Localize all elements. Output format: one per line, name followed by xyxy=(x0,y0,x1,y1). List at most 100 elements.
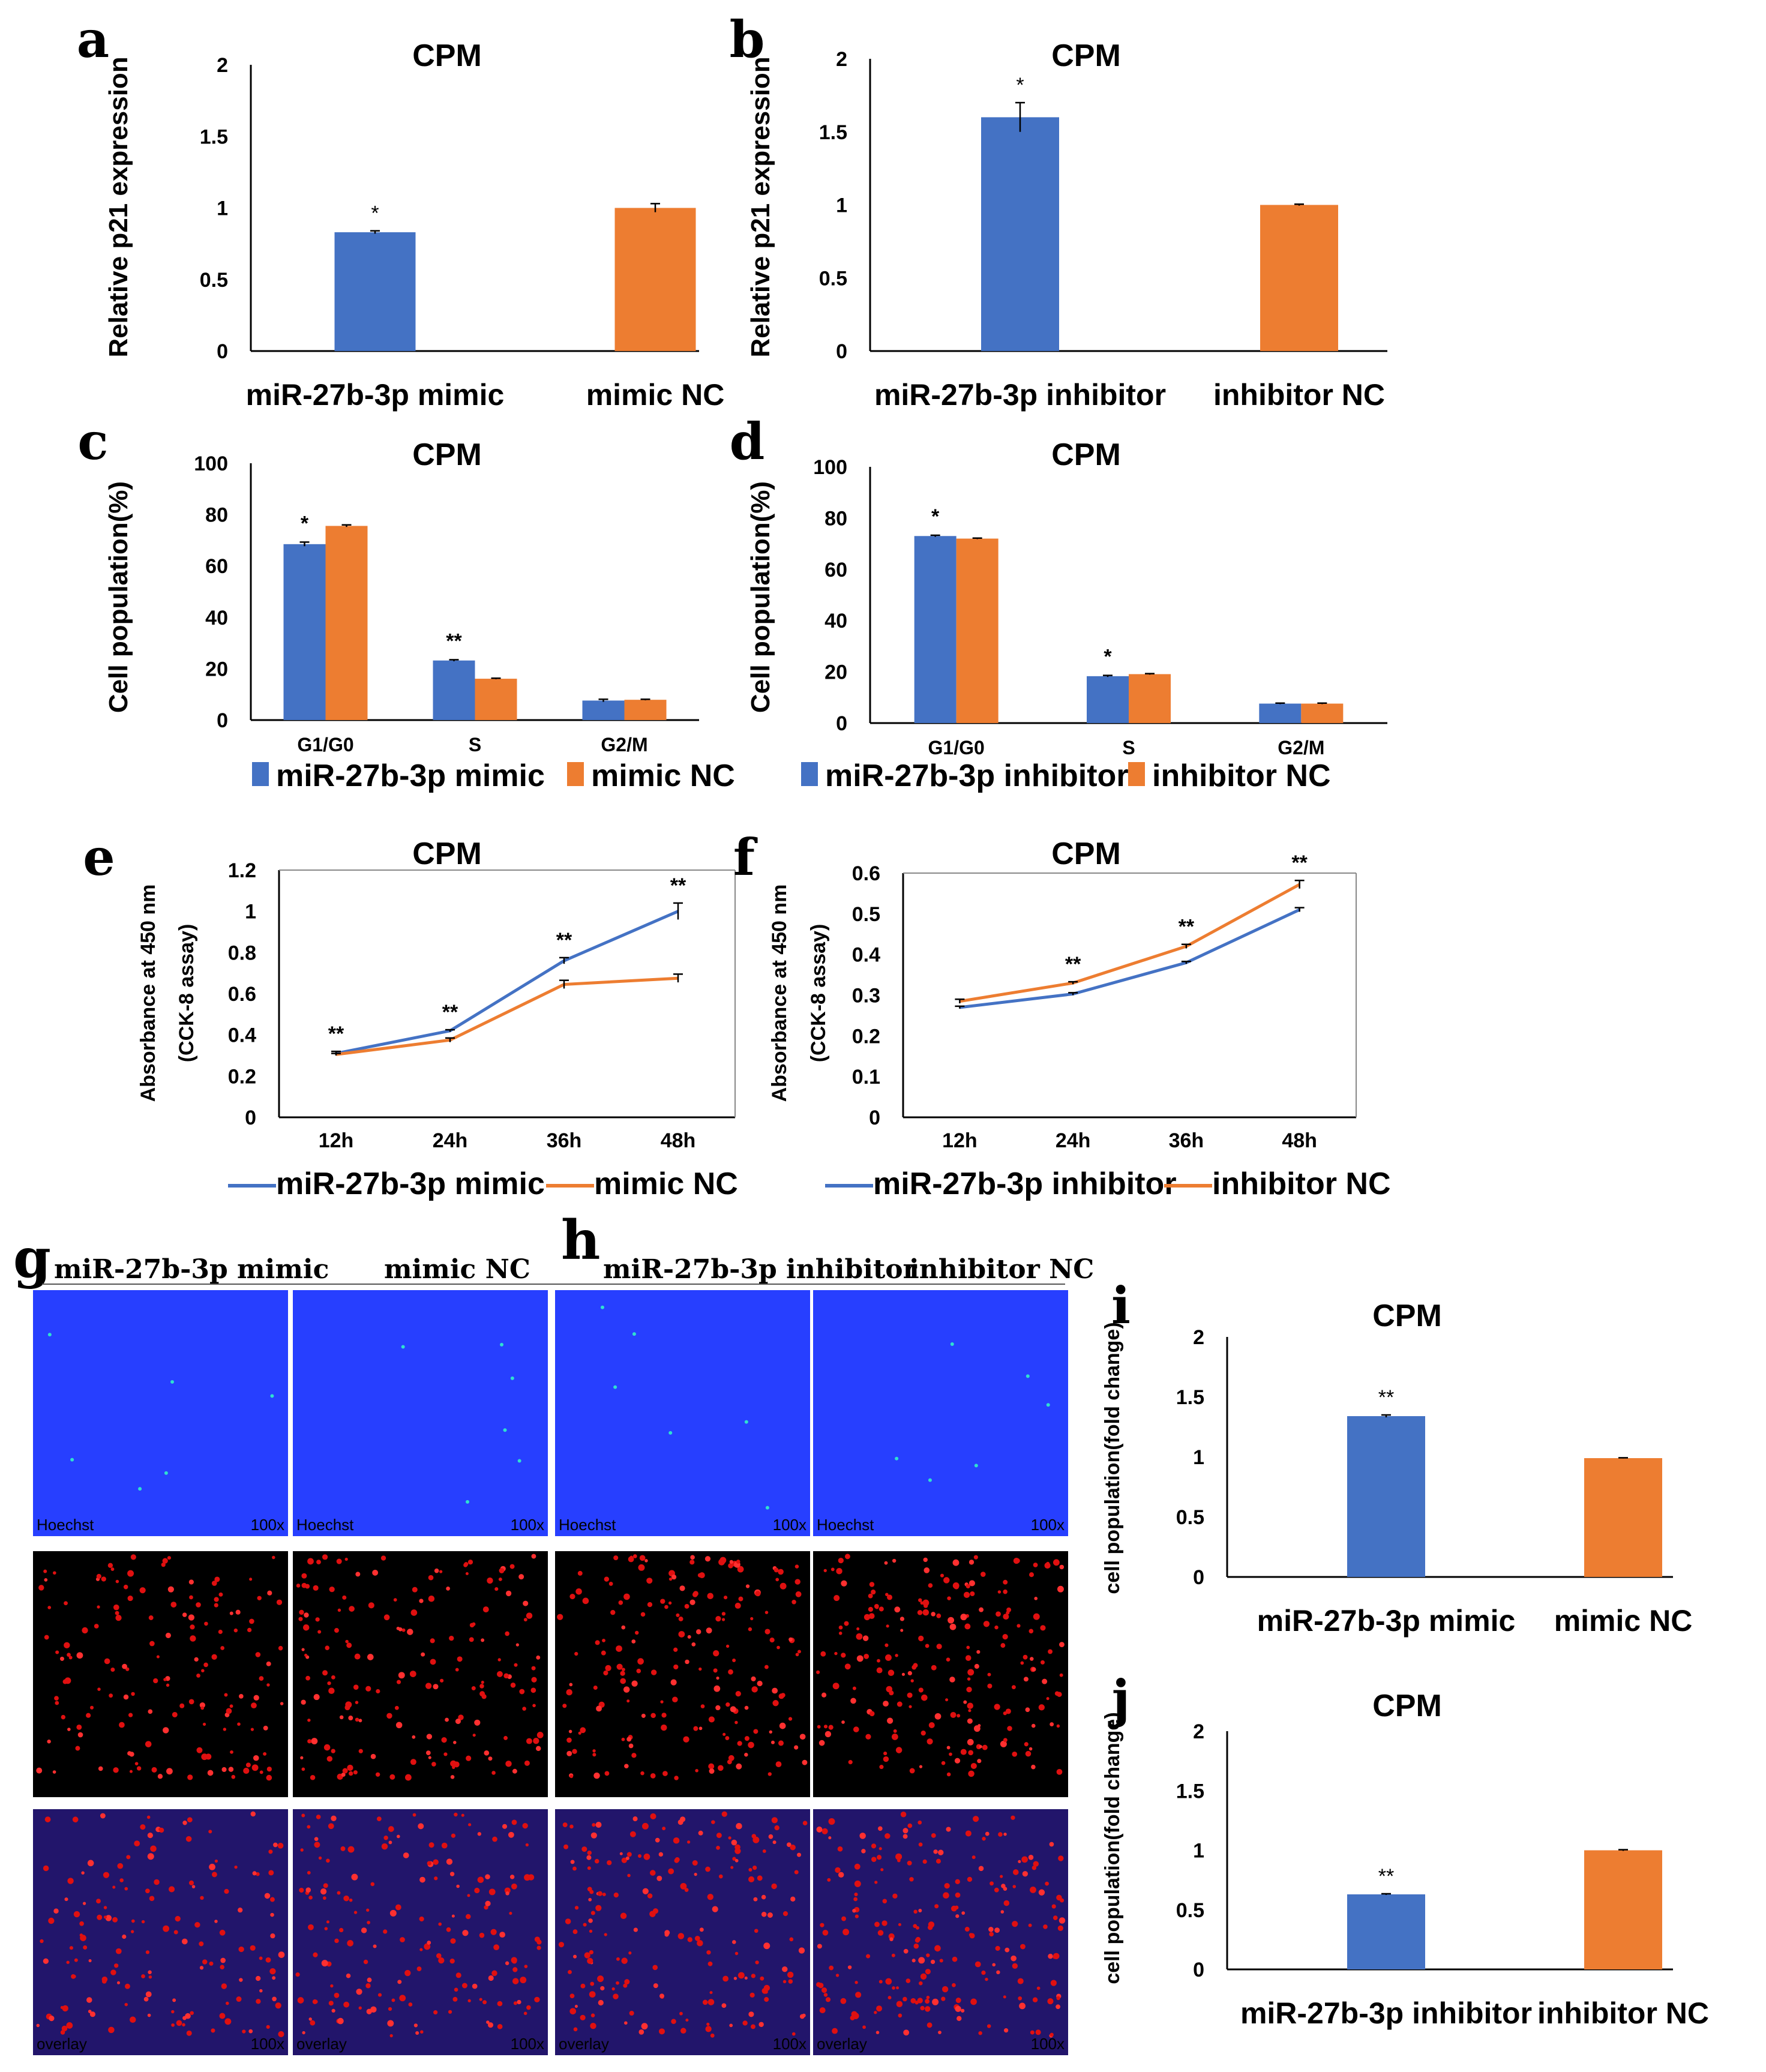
edu-dot xyxy=(365,1686,371,1692)
edu-dot xyxy=(763,1942,770,1950)
edu-dot xyxy=(775,1578,779,1582)
edu-dot xyxy=(395,1904,401,1911)
edu-dot xyxy=(652,1908,659,1914)
edu-dot xyxy=(36,2023,40,2028)
edu-dot xyxy=(157,1774,163,1779)
edu-dot xyxy=(97,1605,100,1609)
edu-dot xyxy=(186,2030,192,2036)
edu-dot xyxy=(994,1625,999,1630)
edu-dot xyxy=(1005,1947,1010,1953)
edu-dot xyxy=(957,2016,962,2021)
edu-dot xyxy=(918,1635,924,1642)
edu-dot xyxy=(788,1717,793,1721)
edu-dot xyxy=(481,1680,484,1684)
overlay-texture xyxy=(33,1809,288,2055)
edu-dot xyxy=(886,1717,894,1724)
edu-dot xyxy=(204,1621,208,1626)
edu-dot xyxy=(987,1683,993,1689)
edu-dot xyxy=(674,1858,679,1863)
edu-dot xyxy=(531,1554,536,1559)
x-category-label: inhibitor NC xyxy=(1537,1996,1709,2030)
edu-dot xyxy=(533,1738,539,1744)
micrograph-overlay: overlay 100x xyxy=(555,1809,810,2055)
edu-dot xyxy=(328,2001,334,2006)
edu-dot xyxy=(1059,1642,1065,1648)
edu-dot xyxy=(208,1830,212,1834)
edu-dot xyxy=(419,1948,423,1951)
edu-dot xyxy=(573,1954,577,1959)
edu-dot xyxy=(874,2011,877,2014)
stain-label: Hoechst xyxy=(817,1516,874,1534)
edu-dot xyxy=(96,1573,101,1579)
edu-dot xyxy=(509,1912,512,1915)
edu-dot xyxy=(722,1975,729,1982)
edu-dot xyxy=(316,1815,321,1819)
edu-dot xyxy=(223,1728,227,1731)
edu-dot xyxy=(295,1972,300,1977)
edu-dot xyxy=(791,2032,796,2036)
edu-dot xyxy=(650,1713,656,1719)
edu-dot xyxy=(761,1911,767,1917)
edu-dot xyxy=(572,1866,577,1871)
edu-dot xyxy=(668,1601,672,1605)
edu-dot xyxy=(896,1986,900,1990)
edu-dot xyxy=(1012,1921,1018,1927)
edu-dot xyxy=(314,1837,319,1842)
edu-dot xyxy=(961,1911,966,1915)
edu-dot xyxy=(1012,1963,1018,1969)
edu-dot xyxy=(397,1980,402,1984)
edu-dot xyxy=(1042,1678,1048,1684)
edu-dot xyxy=(356,1989,362,1995)
edu-dot xyxy=(680,2028,686,2034)
series-line-inhibitor-nc xyxy=(959,883,1300,1003)
edu-dot xyxy=(428,1575,434,1581)
chart-title: CPM xyxy=(1051,437,1121,472)
edu-dot xyxy=(856,1627,860,1631)
edu-dot xyxy=(341,1772,346,1777)
edu-dot xyxy=(145,1741,152,1747)
edu-dot xyxy=(874,1921,880,1927)
edu-dot xyxy=(482,1606,489,1613)
edu-dot xyxy=(616,1957,620,1961)
edu-dot xyxy=(1020,1944,1026,1950)
micrograph-edu: EDU 100x xyxy=(555,1551,810,1797)
edu-dot xyxy=(649,1870,656,1876)
edu-dot xyxy=(103,1872,110,1878)
edu-dot xyxy=(856,1655,863,1662)
edu-dot xyxy=(523,2011,527,2016)
edu-dot xyxy=(94,1624,99,1629)
edu-dot xyxy=(491,1771,496,1775)
edu-dot xyxy=(631,1680,638,1687)
edu-dot xyxy=(1022,1871,1029,1877)
edu-dot xyxy=(708,1716,715,1723)
edu-dot xyxy=(928,1722,935,1728)
edu-dot xyxy=(266,1767,272,1772)
edu-dot xyxy=(891,1734,898,1740)
edu-dot xyxy=(38,1585,44,1591)
edu-dot xyxy=(590,2022,596,2029)
y-tick-label: 0.5 xyxy=(1176,1506,1204,1529)
edu-dot xyxy=(327,1681,331,1686)
edu-dot xyxy=(885,1978,892,1985)
edu-dot xyxy=(330,1984,334,1988)
edu-dot xyxy=(127,1751,132,1756)
edu-dot xyxy=(318,1856,322,1860)
cyan-dot xyxy=(895,1456,899,1461)
panel-letter: g xyxy=(13,1227,51,1290)
edu-dot xyxy=(207,1770,214,1776)
edu-dot xyxy=(114,1963,119,1968)
edu-dot xyxy=(797,1650,801,1654)
edu-dot xyxy=(1040,1660,1045,1665)
edu-dot xyxy=(488,1975,494,1981)
edu-dot xyxy=(419,1916,424,1922)
edu-dot xyxy=(416,1966,422,1971)
edu-dot xyxy=(1025,1750,1032,1757)
edu-dot xyxy=(153,1678,158,1684)
x-category-label: miR-27b-3p mimic xyxy=(246,378,505,412)
edu-dot xyxy=(626,1699,630,1703)
edu-dot xyxy=(738,1596,743,1602)
edu-dot xyxy=(131,1919,135,1923)
edu-dot xyxy=(859,1833,866,1839)
edu-dot xyxy=(855,1992,862,1998)
edu-dot xyxy=(773,1567,779,1573)
